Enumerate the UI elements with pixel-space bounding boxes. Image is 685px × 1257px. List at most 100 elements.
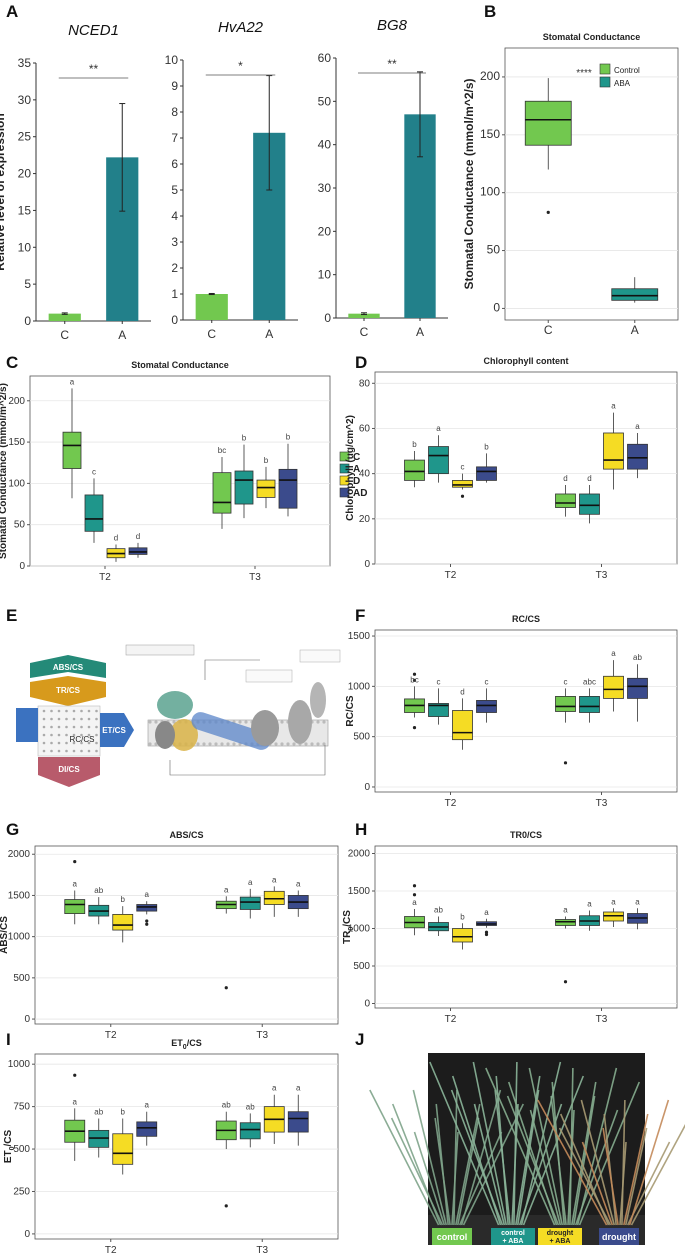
x-tick-label: T3 xyxy=(256,1030,268,1041)
group-letter: a xyxy=(587,900,592,909)
left-arrow-stub xyxy=(16,708,38,742)
x-tick-label: A xyxy=(631,323,639,337)
x-tick-label: A xyxy=(265,327,273,341)
y-tick-label: 35 xyxy=(18,56,32,70)
significance-stars: **** xyxy=(576,68,592,79)
box-T3-D xyxy=(256,479,276,498)
y-tick-label: 1 xyxy=(171,287,178,301)
grid-dot xyxy=(72,717,76,721)
y-tick-label: 500 xyxy=(353,961,370,972)
y-tick-label: 100 xyxy=(8,478,25,489)
leaf-blade xyxy=(513,1061,518,1226)
outlier-point xyxy=(460,494,465,498)
y-tick-label: 1500 xyxy=(8,890,31,901)
box-T3-C xyxy=(555,493,576,508)
box-T2-A xyxy=(84,494,104,532)
y-tick-label: 3 xyxy=(171,235,178,249)
y-axis-label: Stomatal Conductance (mmol/m^2/s) xyxy=(462,78,476,289)
significance-stars: * xyxy=(238,59,243,73)
lipid-head xyxy=(202,742,206,746)
panel-letter-A: A xyxy=(6,2,18,21)
box-T2-AD xyxy=(476,700,497,713)
lipid-head xyxy=(316,742,320,746)
leaf-blade xyxy=(434,1117,451,1226)
x-tick-label: T2 xyxy=(445,1014,457,1025)
lipid-head xyxy=(322,720,326,724)
grid-dot xyxy=(72,709,76,713)
y-tick-label: 40 xyxy=(359,469,371,480)
photo-label-box xyxy=(538,1228,582,1245)
outlier-point xyxy=(145,919,149,923)
annotation-box xyxy=(299,649,341,663)
lipid-head xyxy=(244,720,248,724)
group-letter: a xyxy=(73,880,78,889)
group-letter: a xyxy=(563,906,568,915)
y-tick-label: 5 xyxy=(171,183,178,197)
y-tick-label: 0 xyxy=(24,314,31,328)
box-chart-G: 0 500 1000 1500 2000 ABS/CS ABS/CS T2 a ab b a T3 a a a… xyxy=(0,830,339,1041)
lipid-head xyxy=(280,742,284,746)
y-tick-label: 60 xyxy=(359,423,371,434)
box-T2-C xyxy=(404,459,425,481)
grid-dot xyxy=(65,717,68,721)
y-tick-label: 1500 xyxy=(348,886,371,897)
x-tick-label: A xyxy=(118,328,126,342)
lipid-head xyxy=(148,742,152,746)
y-tick-label: 0 xyxy=(324,311,331,325)
box-T3-D xyxy=(603,432,624,470)
lipid-head xyxy=(172,720,176,724)
group-letter: a xyxy=(272,875,277,884)
grid-dot xyxy=(42,749,46,753)
grid-dot xyxy=(80,717,83,721)
plot-frame xyxy=(34,845,339,1025)
grid-dot xyxy=(50,733,53,737)
x-tick-label: T2 xyxy=(105,1245,117,1256)
grid-dot xyxy=(50,709,53,713)
bar-chart-HvA22: HvA22 0 1 2 3 4 5 6 7 8 9 10 C A * xyxy=(165,19,298,341)
legend-label: AD xyxy=(353,488,367,499)
box-T3-A xyxy=(579,493,600,515)
y-tick-label: 200 xyxy=(8,396,25,407)
group-letter: bc xyxy=(218,446,226,455)
bar-C xyxy=(195,294,228,320)
y-tick-label: 1000 xyxy=(8,1059,31,1070)
group-letter: a xyxy=(611,649,616,658)
group-letter: b xyxy=(121,1107,126,1116)
leaf-blade xyxy=(460,1089,502,1226)
leaf-blade xyxy=(456,1117,480,1226)
grid-dot xyxy=(87,717,91,721)
grid-dot xyxy=(87,709,91,713)
flow-line xyxy=(169,745,326,776)
leaf-blade xyxy=(413,1131,446,1226)
y-tick-label: 750 xyxy=(13,1102,30,1113)
panel-letter-D: D xyxy=(355,353,367,372)
leaf-blade xyxy=(516,1089,540,1226)
plot-title: Stomatal Conductance xyxy=(543,32,641,42)
group-letter: b xyxy=(460,912,465,921)
legend-swatch xyxy=(599,63,611,75)
y-tick-label: 30 xyxy=(318,181,332,195)
photo-label-text: drought xyxy=(547,1230,574,1237)
leaf-blade xyxy=(429,1061,500,1226)
y-tick-label: 500 xyxy=(13,1144,30,1155)
bar-chart-BG8: BG8 0 10 20 30 40 50 60 C A ** xyxy=(318,17,448,339)
x-tick-label: T3 xyxy=(256,1245,268,1256)
significance-stars: ** xyxy=(387,57,397,71)
photo-label-text: + ABA xyxy=(503,1238,524,1245)
outlier-point xyxy=(73,860,77,864)
lipid-head xyxy=(322,742,326,746)
y-tick-label: 10 xyxy=(18,240,32,254)
y-axis-label: RC/CS xyxy=(345,695,356,726)
y-axis-label: Relative level of expression xyxy=(0,113,7,270)
leaf-blade xyxy=(455,1103,481,1226)
annotation-box xyxy=(245,669,293,683)
atp-synthase xyxy=(310,682,326,718)
box-T3-C xyxy=(212,472,232,514)
y-tick-label: 1500 xyxy=(348,631,371,642)
y-tick-label: 10 xyxy=(318,268,332,282)
group-letter: c xyxy=(564,677,568,686)
y-tick-label: 30 xyxy=(18,93,32,107)
lipid-head xyxy=(304,742,308,746)
leaf-blade xyxy=(412,1089,448,1226)
box-chart-C: 0 50 100 150 200 Stomatal Conductance Stomatal… xyxy=(0,360,367,583)
